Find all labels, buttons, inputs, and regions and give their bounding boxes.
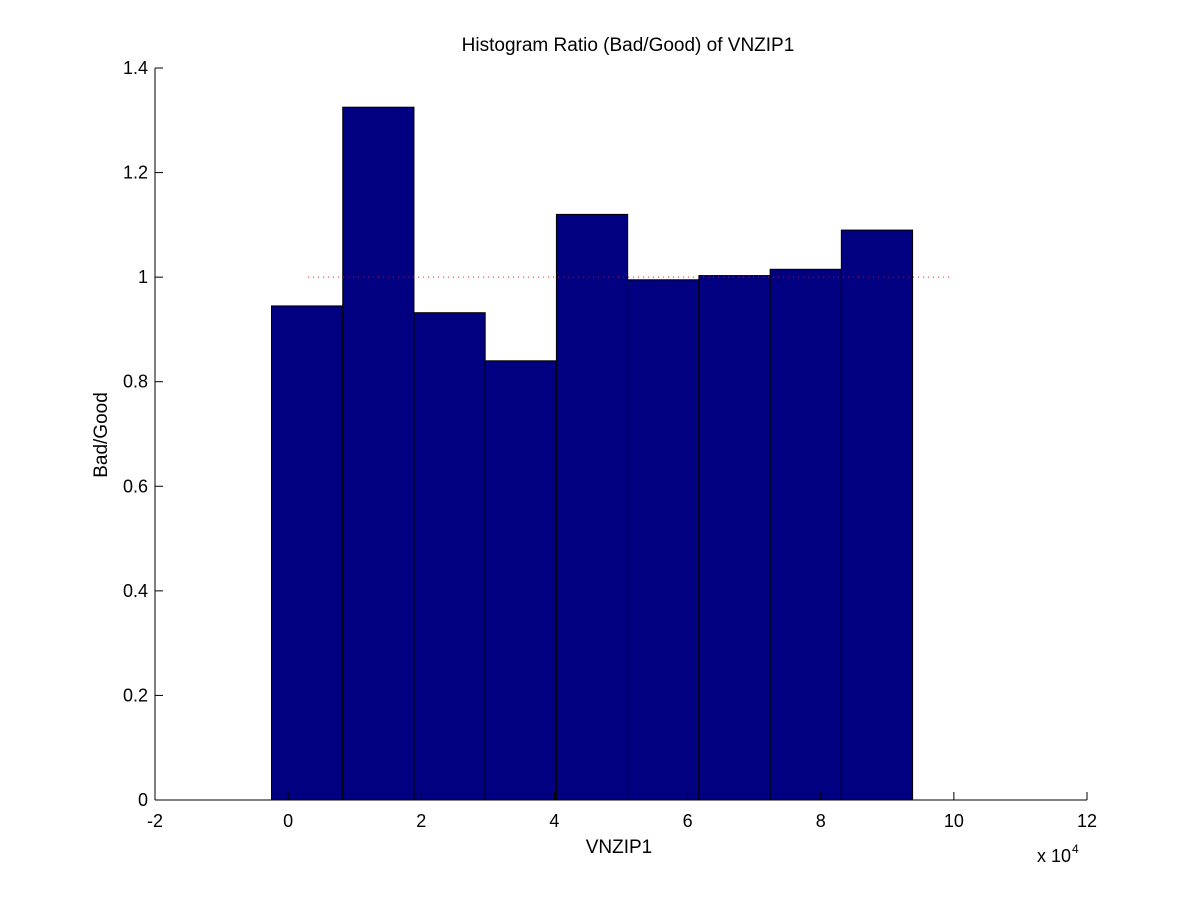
histogram-bar xyxy=(769,268,842,801)
x-axis-multiplier-exponent: 4 xyxy=(1072,842,1079,856)
histogram-bar xyxy=(698,275,771,801)
x-tick-label: 12 xyxy=(1077,811,1097,831)
bars-group xyxy=(271,106,914,801)
x-tick-label: 8 xyxy=(816,811,826,831)
chart-title: Histogram Ratio (Bad/Good) of VNZIP1 xyxy=(462,35,795,56)
y-axis-label: Bad/Good xyxy=(91,392,112,478)
y-tick-label: 0.2 xyxy=(123,685,148,705)
histogram-bar xyxy=(840,229,914,801)
x-tick-label: 6 xyxy=(683,811,693,831)
y-tick-label: 1.4 xyxy=(123,58,148,78)
x-tick-label: 0 xyxy=(283,811,293,831)
x-axis-multiplier: x 104 xyxy=(1037,842,1079,866)
x-tick-label: 10 xyxy=(944,811,964,831)
y-tick-label: 0 xyxy=(138,790,148,810)
histogram-bar xyxy=(627,279,700,801)
histogram-bar xyxy=(413,312,486,801)
y-tick-label: 0.8 xyxy=(123,372,148,392)
histogram-bar xyxy=(342,106,415,801)
x-axis-multiplier-base: x 10 xyxy=(1037,846,1071,866)
axes-group xyxy=(154,68,1087,801)
histogram-bar xyxy=(484,360,557,801)
y-tick-label: 0.4 xyxy=(123,581,148,601)
histogram-bar xyxy=(271,305,344,801)
x-tick-label: 2 xyxy=(416,811,426,831)
x-tick-label: 4 xyxy=(549,811,559,831)
y-tick-label: 0.6 xyxy=(123,476,148,496)
x-ticks-group: -2 0 2 4 6 8 10 12 xyxy=(147,792,1097,831)
histogram-bar xyxy=(555,213,629,801)
y-ticks-group: 0 0.2 0.4 0.6 0.8 1 1.2 1.4 xyxy=(123,58,163,810)
x-axis-label: VNZIP1 xyxy=(586,837,653,858)
y-tick-label: 1 xyxy=(138,267,148,287)
x-tick-label: -2 xyxy=(147,811,163,831)
y-tick-label: 1.2 xyxy=(123,163,148,183)
